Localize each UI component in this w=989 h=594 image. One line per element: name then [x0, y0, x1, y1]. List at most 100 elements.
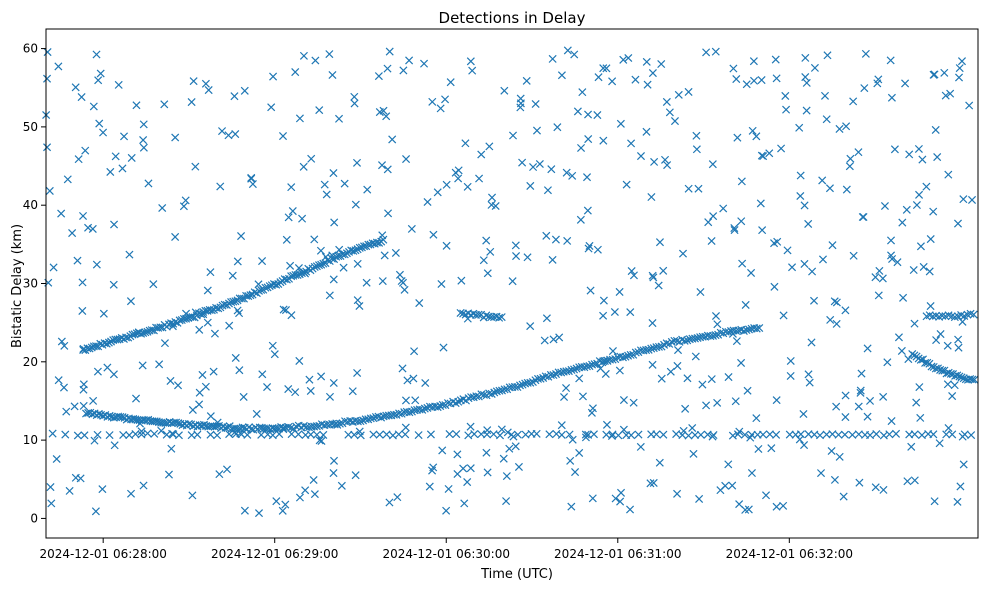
clutter-point [555, 333, 564, 342]
constant-line-point [375, 430, 384, 439]
clutter-point [400, 285, 409, 294]
clutter-point [602, 420, 611, 429]
clutter-point [557, 71, 566, 80]
clutter-point [127, 153, 136, 162]
clutter-point [374, 72, 383, 81]
clutter-point [111, 152, 120, 161]
clutter-point [99, 309, 108, 318]
clutter-point [125, 250, 134, 259]
clutter-point [779, 311, 788, 320]
clutter-point [878, 274, 887, 283]
clutter-point [98, 485, 107, 494]
plot-frame [45, 28, 979, 539]
constant-line-point [268, 431, 277, 440]
clutter-point [62, 407, 71, 416]
clutter-point [423, 197, 432, 207]
track-lower-rising-point [377, 413, 386, 422]
clutter-point [248, 180, 257, 189]
clutter-point [626, 308, 635, 317]
track-upper-rising-point [137, 329, 146, 338]
clutter-point [298, 214, 307, 223]
clutter-point [425, 482, 434, 491]
clutter-point [584, 110, 593, 119]
clutter-point [383, 64, 392, 73]
clutter-point [796, 191, 805, 201]
clutter-point [678, 249, 688, 258]
constant-line-point [369, 430, 378, 439]
clutter-point [103, 363, 112, 372]
clutter-point [295, 114, 304, 123]
clutter-point [801, 73, 810, 82]
clutter-point [741, 300, 750, 309]
clutter-point [410, 347, 419, 356]
clutter-point [649, 273, 658, 282]
clutter-point [758, 226, 767, 235]
clutter-point [57, 209, 66, 218]
clutter-point [451, 168, 460, 177]
clutter-point [950, 381, 959, 390]
clutter-point [922, 182, 931, 191]
clutter-point [110, 441, 119, 450]
track-upper-rising-point [104, 338, 113, 347]
clutter-point [516, 99, 525, 108]
clutter-point [174, 381, 183, 390]
clutter-point [610, 307, 619, 317]
clutter-point [482, 236, 491, 245]
track-upper-rising-point [113, 335, 122, 344]
clutter-point [109, 280, 118, 289]
clutter-point [291, 388, 300, 397]
constant-line-point [125, 431, 134, 440]
clutter-point [583, 206, 592, 215]
clutter-point [839, 492, 848, 501]
clutter-point [737, 217, 746, 226]
clutter-point [573, 107, 582, 116]
clutter-point [270, 350, 279, 359]
constant-line-point [772, 430, 781, 439]
clutter-point [84, 223, 93, 232]
clutter-point [317, 372, 326, 381]
clutter-point [505, 444, 514, 453]
clutter-point [206, 268, 215, 277]
clutter-point [483, 426, 492, 435]
clutter-point [702, 48, 711, 57]
constant-line-point [532, 429, 541, 438]
clutter-point [943, 380, 952, 389]
track-lower-rising-point [286, 423, 296, 432]
track-upper-rising-point [297, 269, 306, 278]
track-upper-rising-point [375, 238, 384, 247]
clutter-point [149, 280, 158, 289]
clutter-point [542, 231, 551, 240]
x-tick-label: 2024-12-01 06:32:00 [726, 547, 853, 561]
clutter-point [310, 490, 319, 499]
clutter-point [398, 364, 407, 373]
clutter-point [594, 73, 603, 82]
track-lower-rising-point [531, 376, 540, 385]
clutter-point [733, 133, 742, 142]
track-lower-rising-point [621, 352, 630, 361]
clutter-point [454, 174, 463, 183]
clutter-point [215, 470, 224, 479]
constant-line-point [382, 430, 391, 439]
clutter-point [629, 271, 638, 280]
clutter-point [799, 409, 808, 419]
track-lower-rising-point [752, 324, 761, 333]
clutter-point [749, 76, 759, 85]
clutter-point [204, 86, 213, 95]
clutter-point [657, 374, 666, 383]
clutter-point [54, 376, 63, 385]
clutter-point [738, 259, 747, 268]
clutter-point [648, 69, 657, 78]
clutter-point [171, 133, 180, 142]
clutter-point [330, 218, 339, 227]
track-upper-rising-point [175, 316, 184, 325]
clutter-point [898, 218, 907, 227]
track-lower-rising-point [433, 403, 442, 412]
clutter-point [728, 481, 737, 490]
track-lower-rising-point [541, 372, 550, 381]
clutter-point [511, 442, 520, 451]
clutter-point [841, 306, 850, 315]
clutter-point [329, 469, 338, 478]
constant-line-point [105, 431, 114, 440]
clutter-point [743, 386, 752, 395]
clutter-point [702, 401, 711, 410]
